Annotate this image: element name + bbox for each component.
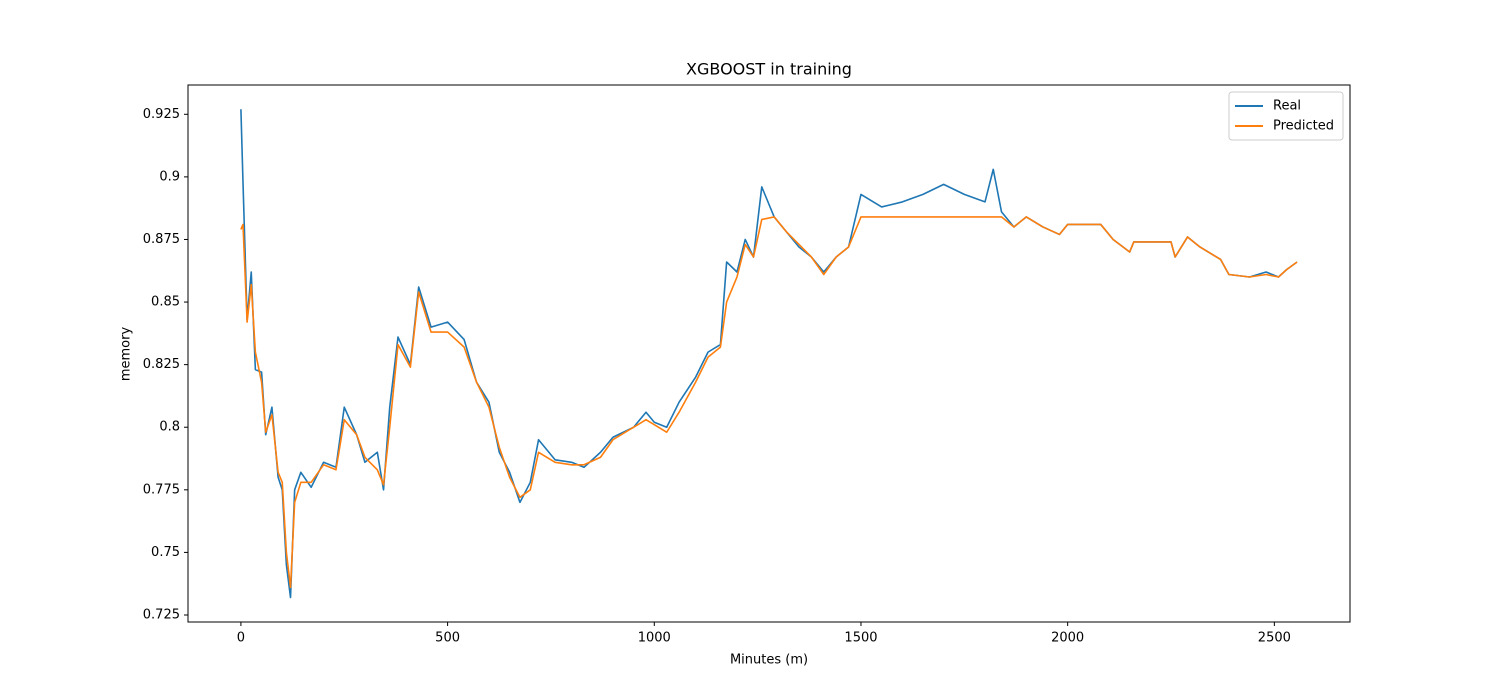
legend-box [1228,91,1344,141]
x-tick-label: 500 [435,631,460,646]
x-tick-label: 0 [237,631,245,646]
chart-title: XGBOOST in training [686,60,852,79]
x-tick-label: 2000 [1051,631,1084,646]
x-tick-label: 1500 [844,631,877,646]
data-line [240,216,1298,589]
x-tick-label: 2500 [1258,631,1291,646]
y-tick-label: 0.925 [143,107,180,122]
y-tick-label: 0.9 [159,169,180,184]
y-tick-label: 0.8 [159,420,180,435]
y-tick-label: 0.85 [151,295,180,310]
plot-frame [187,84,1351,623]
y-tick-label: 0.775 [143,482,180,497]
data-line [240,109,1298,599]
legend-label: Real [1273,99,1301,114]
y-axis-label: memory [119,327,134,382]
y-tick-label: 0.875 [143,232,180,247]
x-tick-label: 1000 [638,631,671,646]
y-tick-label: 0.825 [143,357,180,372]
legend: Real Predicted [1228,91,1344,141]
y-tick-label: 0.725 [143,607,180,622]
x-axis-label: Minutes (m) [730,653,808,668]
y-tick-label: 0.75 [151,545,180,560]
legend-label: Predicted [1273,119,1334,134]
